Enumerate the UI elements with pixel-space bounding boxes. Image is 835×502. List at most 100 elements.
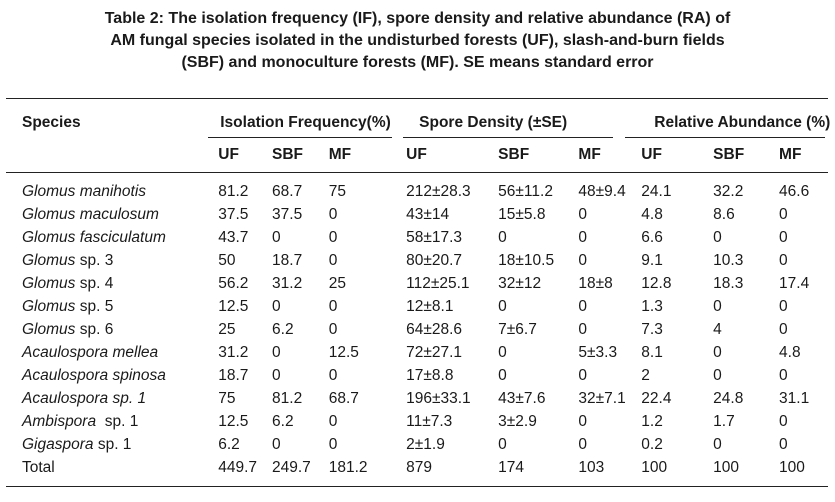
group2-underline <box>403 137 613 138</box>
cell-value: 2±1.9 <box>406 435 445 453</box>
cell-value: 0 <box>779 366 788 384</box>
cell-value: 18±10.5 <box>498 251 555 269</box>
cell-value: 12.8 <box>641 274 672 292</box>
species-name: Ambispora sp. 1 <box>0 410 218 433</box>
table-row: Gigaspora sp. 1 6.2 0 0 2±1.9 0 0 0.2 0 0 <box>0 433 835 456</box>
cell-value: 1.2 <box>641 412 663 430</box>
cell-value: 100 <box>713 458 740 476</box>
caption-line-2: AM fungal species isolated in the undist… <box>110 32 725 49</box>
header-row-groups: Species Isolation Frequency(%) Spore Den… <box>0 108 835 138</box>
cell-value: 0 <box>578 251 588 269</box>
table-row: Acaulospora sp. 1 75 81.2 68.7 196±33.1 43±7.… <box>0 387 835 410</box>
total-label: Total <box>22 458 55 476</box>
cell-value: 17.4 <box>779 274 810 292</box>
species-genus: Glomus manihotis <box>22 182 147 200</box>
cell-value: 43±7.6 <box>498 389 546 407</box>
header-bottom-rule <box>6 172 828 173</box>
table-row: Ambispora sp. 1 12.5 6.2 0 11±7.3 3±2.9 0 1.2 1.… <box>0 410 835 433</box>
bottom-rule <box>6 486 828 487</box>
cell-value: 11±7.3 <box>406 412 453 430</box>
table-row: Glomus manihotis 81.2 68.7 75 212±28.3 56±11.… <box>0 172 835 203</box>
cell-value: 9.1 <box>641 251 663 269</box>
cell-value: 0 <box>779 435 788 453</box>
cell-value: 18.7 <box>272 251 303 269</box>
cell-value: 0 <box>498 366 507 384</box>
cell-value: 0 <box>779 251 788 269</box>
cell-value: 75 <box>218 389 236 407</box>
cell-value: 32±7.1 <box>578 389 626 407</box>
cell-value: 25 <box>328 274 346 292</box>
cell-value: 0 <box>328 366 338 384</box>
cell-value: 17±8.8 <box>406 366 454 384</box>
cell-value: 0 <box>578 205 588 223</box>
cell-value: 18±8 <box>578 274 613 292</box>
species-genus: Gigaspora <box>22 435 94 453</box>
cell-value: 7±6.7 <box>498 320 537 338</box>
cell-value: 8.1 <box>641 343 663 361</box>
cell-value: 37.5 <box>272 205 303 223</box>
cell-value: 18.3 <box>713 274 744 292</box>
cell-value: 3±2.9 <box>498 412 537 430</box>
cell-value: 32.2 <box>713 182 744 200</box>
cell-value: 174 <box>498 458 525 476</box>
cell-value: 81.2 <box>218 182 249 200</box>
species-suffix: sp. 1 <box>93 435 132 453</box>
species-header: Species <box>22 114 81 131</box>
species-name: Acaulospora sp. 1 <box>0 387 218 410</box>
cell-value: 0 <box>498 435 507 453</box>
cell-value: 37.5 <box>218 205 249 223</box>
cell-value: 43±14 <box>406 205 450 223</box>
cell-value: 18.7 <box>218 366 249 384</box>
cell-value: 0 <box>272 228 281 246</box>
cell-value: 58±17.3 <box>406 228 463 246</box>
cell-value: 68.7 <box>328 389 359 407</box>
species-name: Glomus sp. 5 <box>0 295 218 318</box>
cell-value: 12.5 <box>218 412 249 430</box>
cell-value: 0 <box>578 412 588 430</box>
table-caption: Table 2: The isolation frequency (IF), s… <box>0 8 835 74</box>
table-row: Glomus sp. 4 56.2 31.2 25 112±25.1 32±12 18±8 1… <box>0 272 835 295</box>
cell-value: 25 <box>218 320 236 338</box>
cell-value: 0 <box>328 251 338 269</box>
cell-value: 0 <box>578 320 588 338</box>
cell-value: 64±28.6 <box>406 320 463 338</box>
col-ra-mf: MF <box>779 146 802 163</box>
cell-value: 0 <box>713 435 722 453</box>
cell-value: 43.7 <box>218 228 249 246</box>
cell-value: 0.2 <box>641 435 663 453</box>
cell-value: 181.2 <box>328 458 368 476</box>
cell-value: 0 <box>713 366 722 384</box>
cell-value: 6.2 <box>218 435 240 453</box>
cell-value: 7.3 <box>641 320 663 338</box>
cell-value: 22.4 <box>641 389 672 407</box>
total-row: Total 449.7 249.7 181.2 879 174 103 100 100 100 <box>0 456 835 479</box>
cell-value: 6.2 <box>272 412 294 430</box>
cell-value: 68.7 <box>272 182 303 200</box>
cell-value: 0 <box>498 228 507 246</box>
cell-value: 0 <box>272 297 281 315</box>
species-name: Gigaspora sp. 1 <box>0 433 218 456</box>
col-sd-uf: UF <box>406 146 427 163</box>
cell-value: 0 <box>779 228 788 246</box>
cell-value: 196±33.1 <box>406 389 471 407</box>
species-suffix: sp. 5 <box>75 297 114 315</box>
cell-value: 32±12 <box>498 274 542 292</box>
species-genus: Glomus fasciculatum <box>22 228 166 246</box>
cell-value: 15±5.8 <box>498 205 546 223</box>
cell-value: 75 <box>328 182 346 200</box>
cell-value: 8.6 <box>713 205 735 223</box>
cell-value: 6.2 <box>272 320 294 338</box>
cell-value: 879 <box>406 458 433 476</box>
species-suffix: sp. 4 <box>75 274 114 292</box>
species-name: Glomus sp. 4 <box>0 272 218 295</box>
isolation-frequency-header: Isolation Frequency(%) <box>220 114 391 131</box>
col-ra-uf: UF <box>641 146 662 163</box>
top-rule <box>6 98 828 99</box>
cell-value: 0 <box>272 435 281 453</box>
cell-value: 0 <box>328 297 338 315</box>
cell-value: 112±25.1 <box>406 274 470 292</box>
cell-value: 81.2 <box>272 389 303 407</box>
table-row: Acaulospora spinosa 18.7 0 0 17±8.8 0 0 2 0 0 <box>0 364 835 387</box>
species-genus: Glomus <box>22 274 76 292</box>
cell-value: 31.2 <box>272 274 303 292</box>
